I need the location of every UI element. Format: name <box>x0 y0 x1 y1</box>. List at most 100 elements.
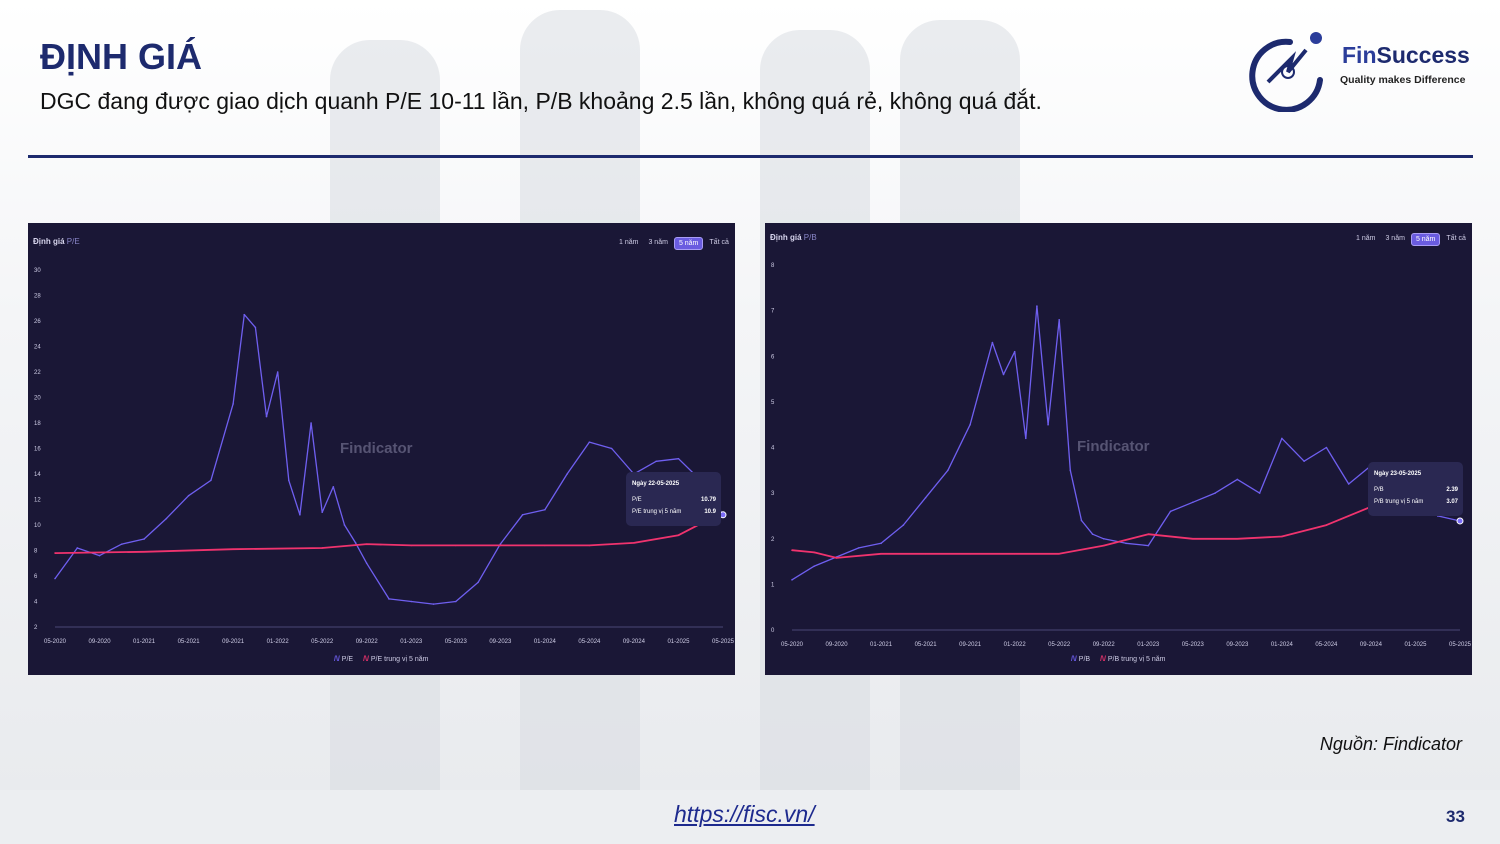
data-point <box>455 544 457 547</box>
x-tick-label: 01-2024 <box>534 639 557 645</box>
data-point <box>813 551 816 554</box>
x-tick-label: 09-2020 <box>826 642 849 648</box>
data-point <box>321 547 324 549</box>
legend-item-pb-median[interactable]: /\/ P/B trung vị 5 năm <box>1100 656 1166 663</box>
data-point <box>880 553 882 555</box>
data-point <box>969 553 971 555</box>
range-all-button[interactable]: Tất cả <box>709 239 729 246</box>
y-tick-label: 7 <box>771 309 775 315</box>
data-point <box>455 600 457 603</box>
range-5y-button[interactable]: 5 năm <box>673 237 704 250</box>
x-tick-label: 09-2021 <box>222 639 245 645</box>
data-point <box>365 562 368 565</box>
data-point <box>187 494 190 497</box>
data-point <box>969 423 971 426</box>
y-tick-label: 22 <box>34 370 41 376</box>
y-tick-label: 8 <box>34 549 38 555</box>
data-point <box>1080 519 1083 522</box>
data-point <box>1058 553 1060 555</box>
data-point <box>566 473 568 475</box>
tooltip-date: Ngày 22-05-2025 <box>632 481 680 487</box>
y-tick-label: 5 <box>771 400 775 406</box>
y-tick-label: 30 <box>34 268 41 274</box>
hover-marker <box>1456 517 1464 525</box>
data-point <box>54 552 56 554</box>
data-point <box>98 554 101 557</box>
y-tick-label: 0 <box>771 628 775 634</box>
x-tick-label: 05-2025 <box>1449 642 1472 648</box>
range-1y-button[interactable]: 1 năm <box>1356 235 1376 242</box>
data-point <box>1281 437 1283 440</box>
x-tick-label: 05-2022 <box>1048 642 1071 648</box>
y-tick-label: 14 <box>34 472 41 478</box>
x-tick-label: 05-2024 <box>1315 642 1338 648</box>
data-point <box>365 543 368 545</box>
data-point <box>265 415 268 418</box>
data-point <box>544 508 546 511</box>
chart-legend: /\/ P/E /\/ P/E trung vị 5 năm <box>334 656 428 663</box>
data-point <box>544 544 546 547</box>
series-line-main <box>791 305 1461 581</box>
data-point <box>1058 318 1060 321</box>
data-point <box>1102 537 1105 540</box>
logo-emblem-icon <box>1249 32 1323 113</box>
y-tick-label: 2 <box>771 537 775 543</box>
tooltip-row: P/B trung vị 5 năm 3.07 <box>1374 499 1458 505</box>
data-point <box>232 548 234 551</box>
range-5y-button[interactable]: 5 năm <box>1410 233 1441 246</box>
range-3y-button[interactable]: 3 năm <box>1385 235 1405 242</box>
tooltip-row: P/B 2.39 <box>1374 487 1458 493</box>
data-point <box>947 469 949 472</box>
legend-item-pe-median[interactable]: /\/ P/E trung vị 5 năm <box>363 656 429 663</box>
data-point <box>1102 544 1105 547</box>
legend-item-pe[interactable]: /\/ P/E <box>334 656 354 663</box>
data-point <box>1192 501 1194 504</box>
legend-item-pb[interactable]: /\/ P/B <box>1071 656 1091 663</box>
x-tick-label: 09-2024 <box>1360 642 1383 648</box>
y-tick-label: 10 <box>34 523 41 529</box>
finsuccess-logo: FinSuccess Quality makes Difference <box>1244 28 1474 113</box>
data-point <box>924 553 927 555</box>
x-tick-label: 09-2021 <box>959 642 982 648</box>
data-point <box>791 549 793 551</box>
data-point <box>1125 542 1127 545</box>
chart-watermark: Findicator <box>340 440 413 457</box>
data-point <box>54 577 56 580</box>
data-point <box>1214 492 1216 494</box>
data-point <box>813 565 816 567</box>
data-point <box>924 496 927 499</box>
y-tick-label: 2 <box>34 625 38 631</box>
data-point <box>1325 524 1328 526</box>
data-point <box>410 600 413 603</box>
data-point <box>332 485 335 488</box>
slide-subtitle: DGC đang được giao dịch quanh P/E 10-11 … <box>40 88 1042 114</box>
data-point <box>835 557 838 559</box>
pb-chart-svg: 0 1 2 3 4 5 6 7 8 05-2020 09-2020 01-2021 05-2021 09-… <box>771 263 1472 648</box>
x-tick-label: 05-2021 <box>915 642 938 648</box>
data-point <box>655 460 657 463</box>
source-note: Nguồn: Findicator <box>1319 734 1462 754</box>
x-tick-label: 05-2022 <box>311 639 334 645</box>
range-all-button[interactable]: Tất cả <box>1446 235 1466 242</box>
y-tick-label: 20 <box>34 396 41 402</box>
chart-title: Định giá P/B <box>770 233 817 242</box>
x-tick-label: 05-2020 <box>44 639 67 645</box>
footer-link[interactable]: https://fisc.vn/ <box>674 801 815 827</box>
y-tick-label: 18 <box>34 421 41 427</box>
data-point <box>521 514 524 516</box>
data-point <box>1281 535 1283 538</box>
x-tick-label: 05-2024 <box>578 639 601 645</box>
tooltip-row: P/E trung vị 5 năm 10.9 <box>632 509 716 515</box>
slide-title: ĐỊNH GIÁ <box>40 36 202 77</box>
y-tick-label: 4 <box>771 446 775 452</box>
y-tick-label: 12 <box>34 498 41 504</box>
x-tick-label: 01-2023 <box>1137 642 1160 648</box>
data-point <box>633 542 635 544</box>
data-point <box>288 479 290 482</box>
data-point <box>858 547 860 549</box>
y-tick-label: 16 <box>34 447 41 453</box>
range-1y-button[interactable]: 1 năm <box>619 239 639 246</box>
data-point <box>410 544 413 547</box>
range-3y-button[interactable]: 3 năm <box>648 239 668 246</box>
